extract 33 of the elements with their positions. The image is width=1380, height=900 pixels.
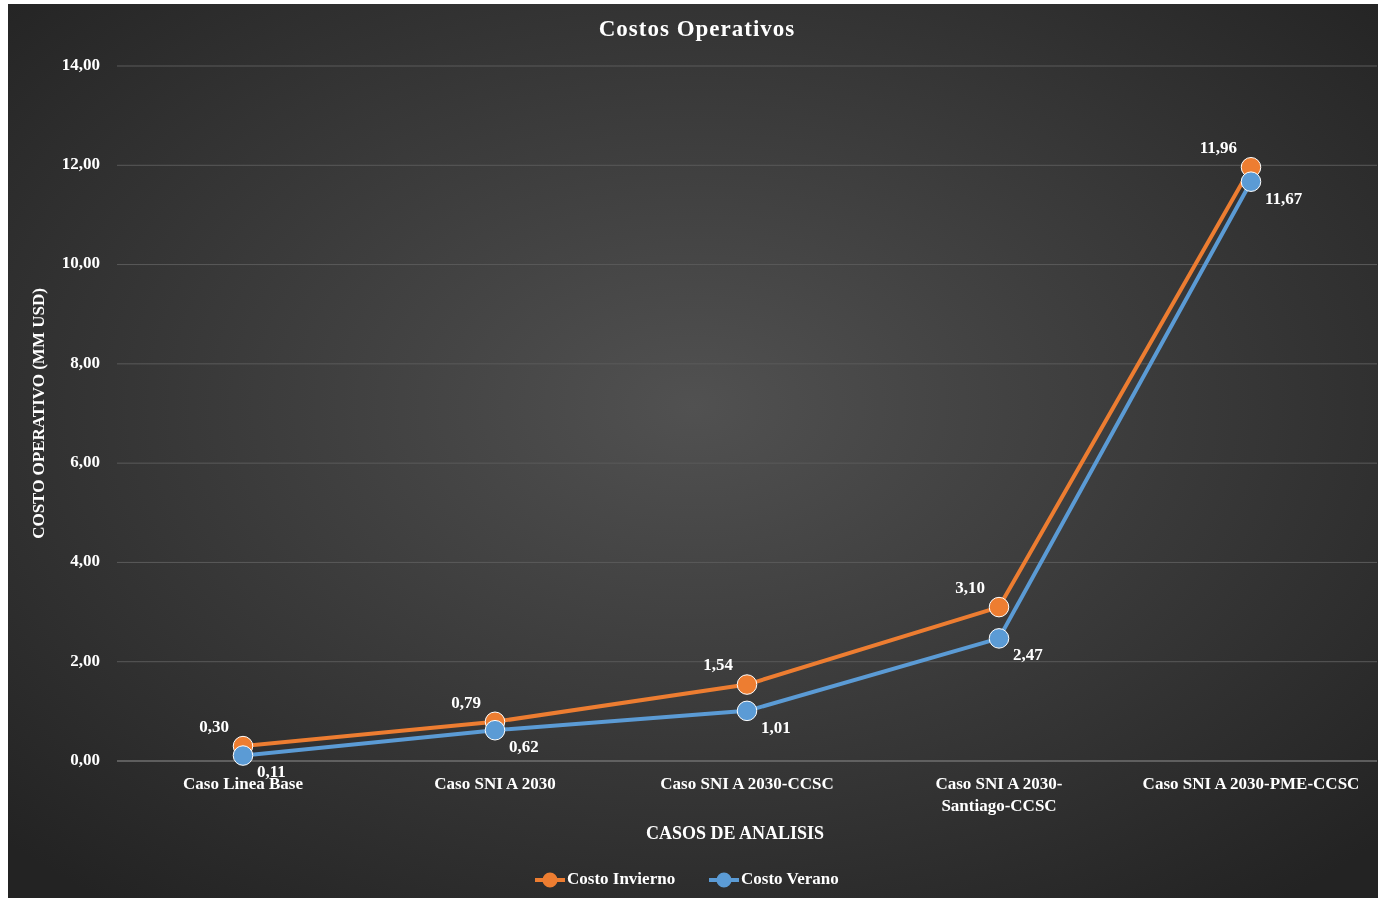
x-axis-title: CASOS DE ANALISIS bbox=[645, 823, 825, 844]
data-label: 11,96 bbox=[1199, 138, 1237, 158]
point bbox=[232, 745, 254, 766]
legend-label: Costo Invierno bbox=[567, 868, 676, 888]
y-tick-label: 4,00 bbox=[70, 551, 100, 571]
x-tick-label: Caso SNI A 2030 bbox=[434, 773, 556, 793]
legend-label: Costo Verano bbox=[741, 868, 839, 888]
point bbox=[1240, 171, 1262, 192]
y-tick-label: 10,00 bbox=[61, 253, 100, 273]
data-label: 0,79 bbox=[451, 692, 481, 712]
x-tick-label: Caso SNI A 2030-CCSC bbox=[660, 773, 834, 793]
data-label: 0,62 bbox=[509, 737, 539, 757]
y-tick-label: 8,00 bbox=[70, 352, 100, 372]
point bbox=[736, 674, 758, 695]
x-tick-label: Caso SNI A 2030-PME-CCSC bbox=[1142, 773, 1360, 793]
point bbox=[736, 700, 758, 722]
chart-title: Costos Operativos bbox=[598, 16, 796, 42]
point bbox=[988, 596, 1010, 618]
data-label: 2,47 bbox=[1013, 645, 1044, 665]
data-label: 3,10 bbox=[955, 578, 985, 598]
point bbox=[484, 719, 506, 741]
y-tick-label: 14,00 bbox=[61, 54, 100, 74]
y-axis-title: COSTO OPERATIVO (MM USD) bbox=[28, 288, 48, 539]
data-label: 1,54 bbox=[703, 655, 734, 675]
y-tick-label: 6,00 bbox=[70, 452, 100, 472]
y-tick-label: 2,00 bbox=[70, 650, 100, 670]
y-tick-label: 12,00 bbox=[61, 154, 100, 174]
x-tick-label: Caso SNI A 2030-Santiago-CCSC bbox=[935, 773, 1063, 815]
point bbox=[988, 628, 1010, 649]
data-label: 1,01 bbox=[761, 717, 791, 737]
y-tick-label: 0,00 bbox=[70, 749, 100, 769]
data-label: 11,67 bbox=[1265, 188, 1303, 208]
data-label: 0,30 bbox=[199, 717, 229, 737]
